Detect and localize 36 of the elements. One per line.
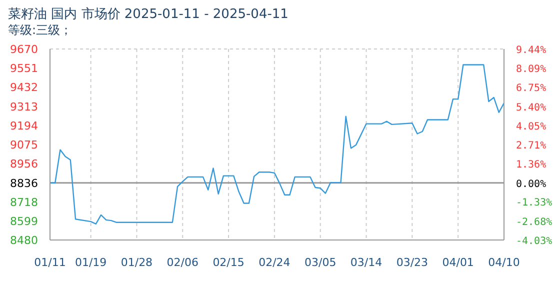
y2-tick-label: -2.68% — [516, 216, 552, 228]
x-tick-label: 03/14 — [350, 256, 382, 269]
x-tick-label: 04/10 — [488, 256, 520, 269]
y-tick-label: 9313 — [10, 100, 38, 114]
y2-tick-label: 0.00% — [516, 178, 546, 190]
x-tick-label: 04/01 — [442, 256, 474, 269]
y2-tick-label: 5.40% — [516, 102, 546, 114]
y2-tick-label: 4.05% — [516, 121, 546, 132]
y-tick-label: 8956 — [10, 158, 38, 171]
x-tick-label: 02/15 — [212, 256, 244, 269]
y-tick-label: 8480 — [10, 234, 38, 247]
x-tick-label: 01/28 — [120, 256, 153, 269]
y-tick-label: 9075 — [10, 138, 38, 152]
y-tick-label: 8599 — [10, 214, 38, 228]
y-tick-label: 9432 — [10, 81, 38, 94]
y-tick-label: 9194 — [10, 119, 38, 132]
y2-tick-label: -1.33% — [516, 198, 552, 209]
x-tick-label: 01/19 — [74, 256, 107, 269]
y2-tick-label: 8.09% — [516, 64, 546, 76]
x-tick-label: 03/23 — [396, 256, 428, 269]
y-tick-label: 8836 — [10, 176, 38, 190]
chart-title: 菜籽油 国内 市场价 2025-01-11 - 2025-04-11 — [8, 6, 288, 23]
x-tick-label: 02/24 — [258, 256, 290, 269]
x-tick-label: 01/11 — [34, 256, 66, 269]
y2-tick-label: 9.44% — [516, 45, 546, 56]
x-tick-label: 03/05 — [304, 256, 336, 269]
chart-subtitle: 等级:三级； — [8, 22, 72, 39]
y-tick-label: 9670 — [10, 43, 38, 56]
y2-tick-label: 1.36% — [516, 160, 546, 171]
y-tick-label: 9551 — [10, 62, 38, 76]
y2-tick-label: 6.75% — [516, 83, 546, 94]
x-tick-label: 02/06 — [166, 256, 198, 269]
y-tick-label: 8718 — [10, 196, 38, 209]
y2-tick-label: -4.03% — [516, 236, 552, 247]
y2-tick-label: 2.71% — [516, 140, 546, 152]
line-series — [50, 64, 504, 225]
